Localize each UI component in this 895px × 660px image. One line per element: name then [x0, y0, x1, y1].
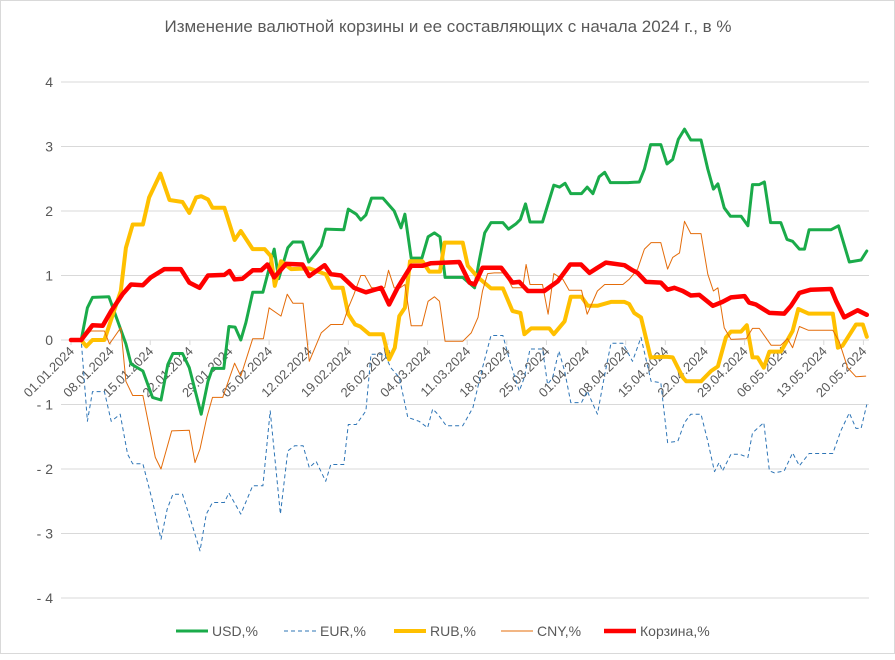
legend-item: EUR,%: [284, 623, 366, 639]
legend-item: RUB,%: [394, 623, 476, 639]
legend-label: Корзина,%: [640, 623, 710, 639]
y-tick-label: 2: [45, 203, 53, 219]
legend-item: Корзина,%: [604, 623, 710, 639]
legend-label: RUB,%: [430, 623, 476, 639]
y-tick-label: 3: [45, 139, 53, 155]
y-tick-label: 0: [45, 332, 53, 348]
gridlines: [61, 81, 869, 599]
series-line-eur: [71, 335, 868, 552]
legend-item: USD,%: [176, 623, 258, 639]
y-tick-label: 4: [45, 74, 53, 90]
series-lines: [68, 127, 870, 552]
legend-label: USD,%: [212, 623, 258, 639]
y-tick-label: - 3: [37, 526, 54, 542]
y-tick-label: - 1: [37, 397, 54, 413]
legend-item: CNY,%: [501, 623, 581, 639]
series-line-rub: [69, 171, 869, 384]
y-axis: 4 3 2 1 0 - 1 - 2 - 3 - 4: [37, 74, 54, 606]
y-tick-label: - 2: [37, 461, 54, 477]
chart-title: Изменение валютной корзины и ее составля…: [164, 17, 731, 36]
series-line-корзина: [68, 259, 870, 343]
legend-label: CNY,%: [537, 623, 581, 639]
legend-label: EUR,%: [320, 623, 366, 639]
series-line-usd: [69, 127, 869, 416]
series-line-cny: [70, 220, 867, 470]
y-tick-label: - 4: [37, 590, 54, 606]
x-axis: 01.01.202408.01.202415.01.202422.01.2024…: [20, 340, 870, 400]
legend: USD,% EUR,% RUB,% CNY,% Корзина,%: [176, 623, 710, 639]
y-tick-label: 1: [45, 268, 53, 284]
